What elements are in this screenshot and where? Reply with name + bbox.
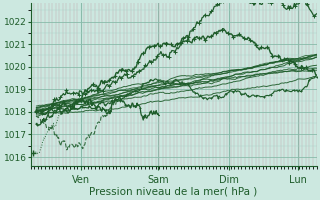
X-axis label: Pression niveau de la mer( hPa ): Pression niveau de la mer( hPa ) [90, 187, 258, 197]
